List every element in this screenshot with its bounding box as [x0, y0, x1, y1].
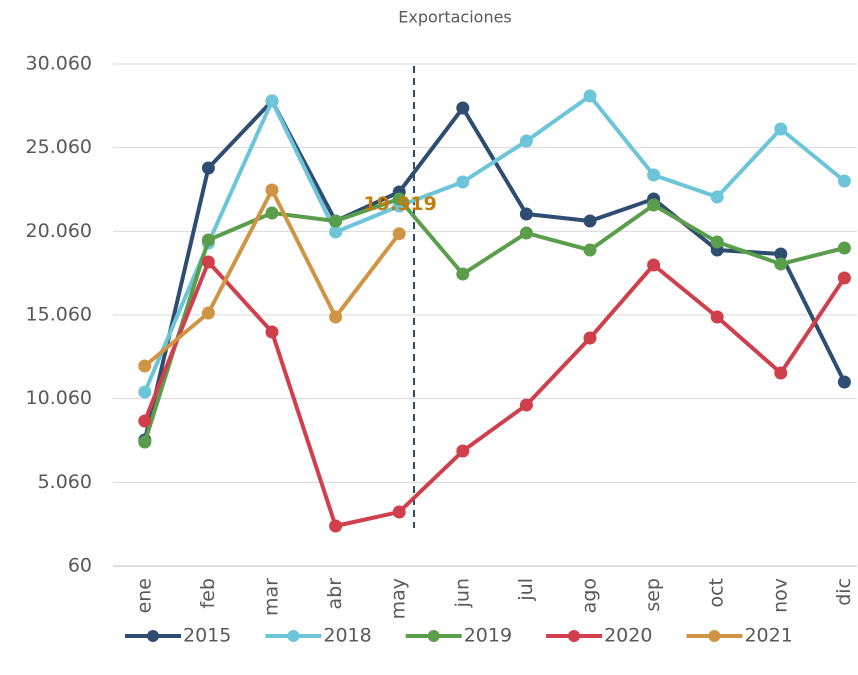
point	[329, 214, 343, 228]
point	[774, 366, 788, 380]
point	[710, 190, 724, 204]
point	[392, 227, 406, 241]
x-tick-label: ago	[579, 578, 601, 613]
point	[456, 267, 470, 281]
point	[329, 225, 343, 239]
legend-label: 2019	[464, 625, 512, 647]
point	[456, 175, 470, 189]
x-tick-label: nov	[769, 578, 791, 613]
y-tick-label: 20.060	[26, 220, 92, 242]
point	[583, 214, 597, 228]
point	[265, 94, 279, 108]
y-tick-label: 5.060	[38, 471, 92, 493]
point	[138, 359, 152, 373]
point	[837, 271, 851, 285]
series-line	[142, 260, 847, 529]
point	[647, 198, 661, 212]
point	[392, 192, 406, 206]
point	[519, 226, 533, 240]
legend-marker	[568, 630, 581, 642]
legend-label: 2021	[744, 625, 792, 647]
point	[837, 241, 851, 255]
point	[837, 174, 851, 188]
data-label: 19.919	[364, 193, 437, 215]
y-tick-label: 25.060	[26, 136, 92, 158]
point	[201, 233, 215, 247]
legend-marker	[147, 630, 159, 642]
legend-label: 2018	[323, 625, 371, 647]
legend-label: 2015	[183, 625, 231, 647]
x-tick-label: feb	[197, 578, 219, 608]
point	[774, 122, 788, 136]
point	[710, 235, 724, 249]
point	[265, 325, 279, 339]
point	[201, 306, 215, 320]
point	[392, 505, 406, 519]
y-tick-label: 15.060	[26, 304, 92, 326]
point	[456, 444, 470, 458]
point	[138, 385, 152, 399]
point	[837, 375, 851, 389]
point	[519, 134, 533, 148]
point	[647, 258, 661, 272]
point	[456, 101, 470, 115]
x-tick-label: jun	[451, 578, 473, 608]
x-tick-label: oct	[706, 578, 728, 608]
y-tick-label: 10.060	[26, 387, 92, 409]
point	[710, 310, 724, 324]
point	[201, 161, 215, 175]
x-tick-label: may	[388, 578, 410, 619]
x-tick-label: sep	[642, 578, 664, 612]
legend-marker	[427, 630, 440, 642]
x-tick-label: ene	[133, 578, 155, 613]
legend-label: 2020	[604, 625, 652, 647]
point	[774, 257, 788, 271]
legend-marker	[708, 630, 721, 642]
x-tick-label: mar	[261, 578, 283, 616]
point	[138, 414, 152, 428]
point	[583, 89, 597, 103]
point	[583, 243, 597, 257]
point	[583, 331, 597, 345]
x-tick-label: jul	[515, 578, 537, 602]
x-tick-label: dic	[833, 578, 855, 606]
series-line	[142, 94, 846, 393]
point	[201, 255, 215, 269]
point	[265, 183, 279, 197]
point	[774, 247, 788, 261]
series-line	[142, 197, 845, 443]
point	[138, 435, 152, 449]
x-tick-label: abr	[324, 578, 346, 610]
point	[519, 398, 533, 412]
point	[519, 207, 533, 221]
point	[647, 168, 661, 182]
point	[329, 310, 343, 324]
point	[329, 519, 343, 533]
y-tick-label: 60	[68, 555, 92, 577]
y-tick-label: 30.060	[26, 53, 92, 75]
legend-marker	[287, 630, 300, 642]
chart-title: Exportaciones	[398, 8, 512, 27]
point	[265, 206, 279, 220]
